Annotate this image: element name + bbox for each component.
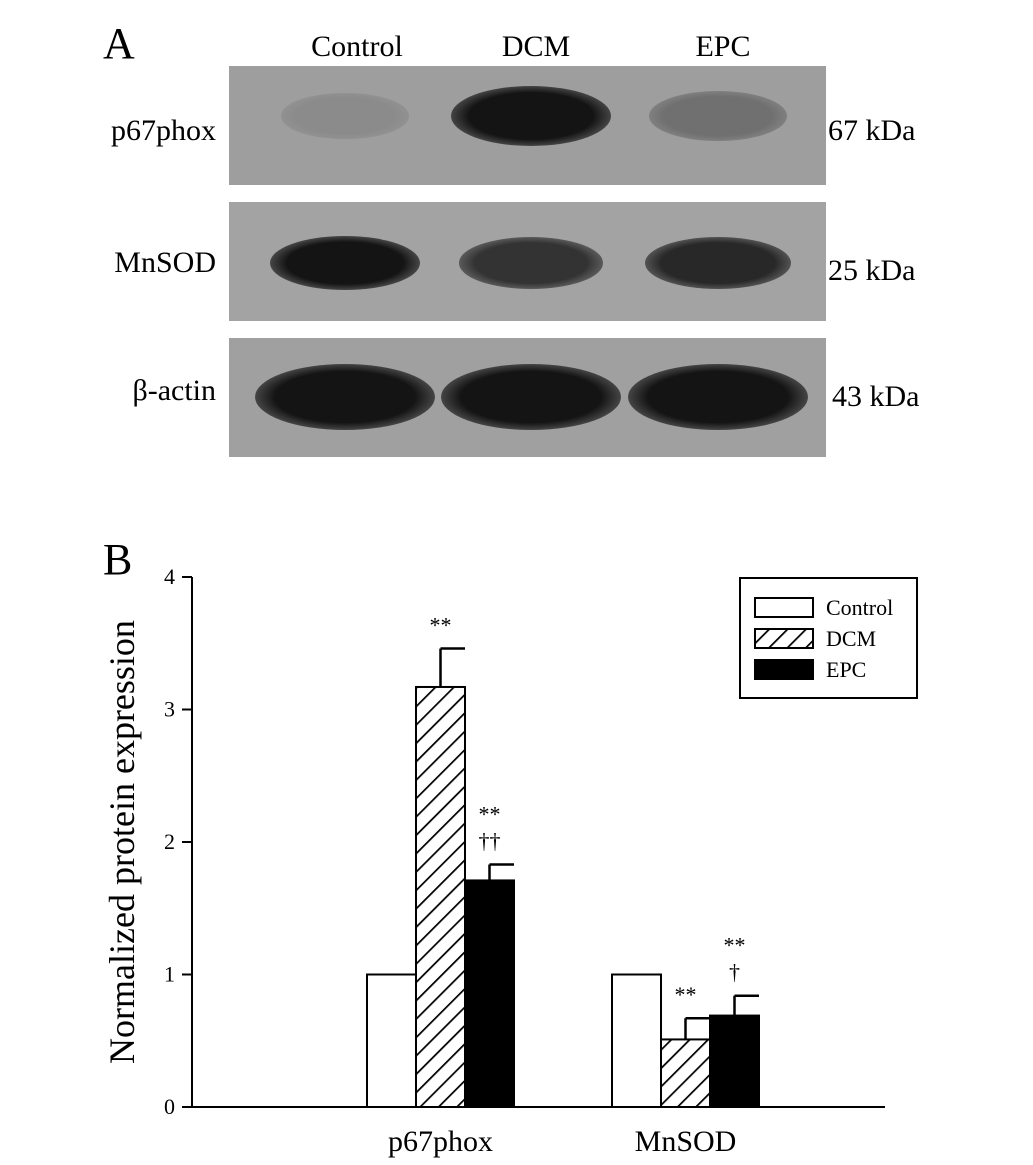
blot-strip-p67phox	[229, 66, 826, 185]
blot-strip-mnsod	[229, 202, 826, 321]
blot-band-1-epc	[644, 236, 792, 290]
blot-band-0-epc	[649, 90, 787, 142]
blot-band-2-epc	[628, 364, 808, 430]
legend-swatch-epc	[754, 659, 814, 680]
legend-label-dcm: DCM	[826, 626, 876, 651]
blot-label-mnsod: MnSOD	[114, 246, 216, 279]
bar-control-mnsod	[611, 973, 662, 1108]
y-tick-label: 4	[164, 564, 175, 589]
blot-band-0-control	[281, 93, 409, 139]
bar-epc-p67phox	[464, 879, 515, 1108]
significance-marker: **	[479, 802, 501, 827]
significance-marker: ††	[479, 829, 501, 854]
blot-label-p67phox: p67phox	[111, 114, 216, 147]
significance-marker: †	[729, 960, 740, 985]
lane-header-epc: EPC	[695, 30, 751, 63]
significance-marker: **	[675, 982, 697, 1007]
legend-swatch-dcm	[754, 628, 814, 649]
blot-band-1-dcm	[458, 237, 604, 289]
panel-b-letter: B	[103, 535, 133, 584]
legend-label-control: Control	[826, 595, 893, 620]
y-tick-label: 2	[164, 829, 175, 854]
y-axis-label: Normalized protein expression	[102, 620, 142, 1064]
kda-label-mnsod: 25 kDa	[828, 254, 916, 287]
y-tick-label: 1	[164, 962, 175, 987]
bar-dcm-p67phox	[415, 685, 466, 1108]
kda-label-p67phox: 67 kDa	[828, 114, 916, 147]
blot-band-2-dcm	[441, 364, 621, 430]
blot-band-2-control	[255, 364, 435, 430]
blot-label-beta-actin: β-actin	[132, 374, 216, 407]
significance-marker: **	[724, 933, 746, 958]
kda-label-beta-actin: 43 kDa	[832, 380, 920, 413]
bar-dcm-mnsod	[660, 1038, 711, 1109]
lane-header-dcm: DCM	[501, 30, 571, 63]
x-tick-label-mnsod: MnSOD	[635, 1125, 737, 1158]
legend-label-epc: EPC	[826, 657, 866, 682]
bar-control-p67phox	[366, 973, 417, 1108]
y-tick-label: 0	[164, 1094, 175, 1119]
y-tick-label: 3	[164, 697, 175, 722]
blot-strip-beta-actin	[229, 338, 826, 457]
blot-band-1-control	[270, 236, 420, 290]
panel-a-letter: A	[103, 19, 135, 68]
x-tick-label-p67phox: p67phox	[388, 1125, 493, 1158]
significance-marker: **	[430, 613, 452, 638]
bar-epc-mnsod	[709, 1014, 760, 1109]
lane-header-control: Control	[311, 30, 403, 63]
legend-swatch-control	[754, 597, 814, 618]
blot-band-0-dcm	[451, 86, 611, 146]
